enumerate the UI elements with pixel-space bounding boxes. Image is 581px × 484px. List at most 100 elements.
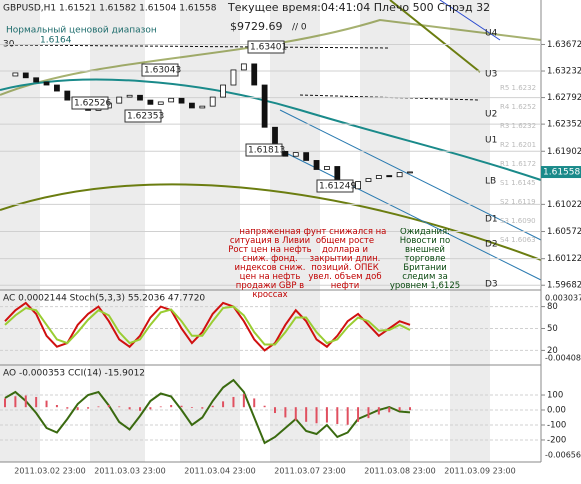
price-label: 1.62526	[74, 99, 111, 109]
y-tick-label: 20	[547, 346, 558, 356]
header: GBPUSD,H1 1.61521 1.61582 1.61504 1.6155…	[3, 1, 490, 50]
ao-bar	[263, 405, 266, 408]
candle	[209, 96, 216, 107]
ao-bar	[346, 407, 349, 425]
ao-bar	[170, 405, 173, 408]
ao-bar	[253, 398, 256, 408]
y-tick-label: 80	[547, 302, 558, 312]
candle	[199, 105, 206, 109]
y-tick-label: 1.63232	[547, 67, 581, 77]
ao-bar	[87, 407, 90, 409]
level-label: D1	[485, 215, 498, 225]
candle	[375, 175, 382, 179]
x-tick-label: 2011.03.03 23:00	[94, 467, 165, 476]
x-tick-label: 2011.03.08 23:00	[364, 467, 435, 476]
ao-bar	[211, 405, 214, 408]
y2-label: -0.00408	[545, 354, 581, 363]
candle	[220, 84, 226, 98]
candle	[334, 166, 341, 182]
price-label-box	[71, 96, 109, 110]
ao-bar	[336, 407, 339, 424]
y-tick-label: 1.62792	[547, 93, 581, 103]
ao-bar	[4, 398, 6, 408]
price-label-box	[247, 40, 285, 54]
range-value: 1.6164	[40, 36, 72, 46]
price-label: 1.61249	[319, 182, 356, 192]
ao-bar	[305, 407, 308, 422]
y-tick-label: 1.60122	[547, 254, 581, 264]
y-tick-label: 1.61022	[547, 200, 581, 210]
x-tick-label: 2011.03.09 23:00	[444, 467, 515, 476]
ao-bar	[315, 407, 318, 424]
annotation-text: Ожидания: Новости по внешней торговле Бр…	[389, 228, 461, 291]
ao-bar	[201, 407, 204, 409]
series-line	[4, 301, 411, 352]
ao-bar	[107, 405, 110, 408]
candle	[22, 72, 29, 79]
current-price: 1.61558	[543, 168, 580, 178]
level-label: D3	[485, 280, 498, 290]
annotation: напряженная ситуация в Ливии Рост цен на…	[228, 228, 312, 298]
ao-bar	[190, 407, 193, 408]
annotation-text: напряженная ситуация в Ливии Рост цен на…	[228, 228, 312, 298]
candle	[189, 102, 195, 109]
candle	[313, 160, 320, 170]
y-tick-label: 1.59682	[547, 281, 581, 291]
level-label: D2	[485, 240, 498, 250]
panel-title: AC 0.0002144 Stoch(5,3,3) 55.2036 47.772…	[3, 294, 205, 304]
ao-bar	[367, 407, 370, 419]
x-tick-label: 2011.03.04 23:00	[184, 467, 255, 476]
price-label: 1.63401	[250, 43, 287, 53]
level-note: R1 1.6172	[500, 160, 536, 168]
level-note: S2 1.6119	[500, 198, 536, 206]
x-tick-label: 2011.03.02 23:00	[14, 467, 85, 476]
status: Текущее время:04:41:04 Плечо 500 Спрэд 3…	[227, 1, 490, 14]
candle	[12, 72, 19, 77]
ao-bar	[232, 396, 235, 408]
range-label: Нормальный ценовой диапазон	[6, 26, 157, 36]
ao-bar	[388, 407, 391, 413]
y-tick-label: 50	[547, 324, 558, 334]
candle	[292, 152, 299, 157]
y2-label: 0.003037	[545, 294, 581, 303]
candle	[407, 171, 413, 174]
balance: $9729.69	[230, 20, 283, 33]
level-note: R3 1.6232	[500, 122, 536, 130]
panel-title: AO -0.000353 CCI(14) -15.9012	[3, 369, 145, 379]
current-price-box	[541, 166, 581, 179]
candle	[116, 96, 123, 104]
y-tick-label: 0.00	[547, 406, 566, 416]
y-tick-label: -200	[547, 435, 566, 445]
level-note: S1 1.6145	[500, 179, 536, 187]
level-note: R4 1.6252	[500, 103, 536, 111]
y-tick-label: 1.62352	[547, 120, 581, 130]
ao-bar	[294, 407, 297, 421]
price-label: 1.62353	[127, 112, 164, 122]
ao-bar	[398, 407, 401, 411]
candle	[386, 175, 393, 178]
candle	[33, 77, 40, 83]
candle	[396, 172, 403, 178]
candle	[147, 99, 154, 105]
annotation: Ожидания: Новости по внешней торговле Бр…	[389, 228, 461, 291]
candle	[137, 94, 143, 101]
price-label-box	[316, 179, 354, 193]
level-note: S3 1.6090	[500, 217, 536, 225]
ao-bar	[139, 407, 141, 411]
candle	[282, 150, 289, 157]
level-note: S4 1.6063	[500, 236, 536, 244]
symbol-line: GBPUSD,H1 1.61521 1.61582 1.61504 1.6155…	[3, 4, 217, 14]
ao-bar	[76, 407, 79, 411]
ao-bar	[222, 401, 225, 408]
candle	[230, 69, 237, 86]
ao-bar	[409, 407, 411, 411]
ao-bar	[377, 407, 380, 415]
session-shading	[0, 0, 490, 462]
level-label: U3	[485, 70, 497, 80]
candle	[324, 166, 330, 170]
y-tick-label: 100	[547, 391, 563, 401]
ao-bar	[242, 394, 245, 408]
ao-bar	[325, 407, 328, 423]
price-label-box	[141, 63, 179, 77]
